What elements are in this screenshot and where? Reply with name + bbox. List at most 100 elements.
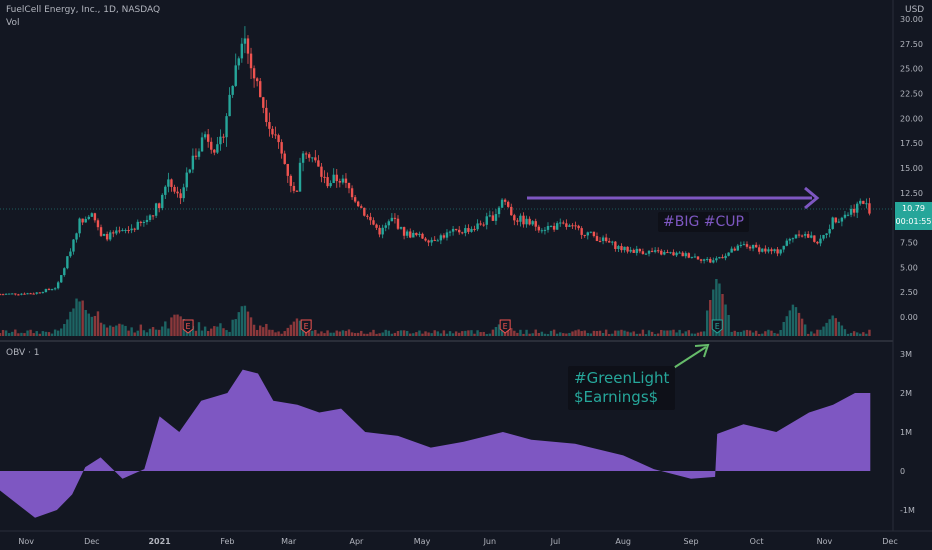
candle-body: [785, 240, 788, 246]
earnings-marker[interactable]: E: [711, 319, 723, 334]
volume-bar: [121, 324, 124, 336]
volume-bar: [571, 331, 574, 336]
candle-body: [751, 244, 755, 249]
volume-bar: [332, 332, 335, 336]
candle-body: [638, 248, 642, 252]
candle-body: [326, 177, 329, 187]
candle-body: [822, 234, 825, 239]
candle-body: [494, 214, 498, 221]
volume-bar: [96, 311, 100, 336]
volume-bar: [105, 327, 109, 336]
candle-body: [78, 218, 81, 234]
candle-body: [855, 203, 859, 213]
price-tick-label: 22.50: [900, 90, 923, 99]
volume-bar: [148, 328, 152, 336]
volume-bar: [855, 332, 859, 336]
candle-body: [430, 239, 433, 243]
volume-bar: [663, 330, 666, 336]
volume-bar: [427, 332, 430, 336]
candle-body: [105, 233, 109, 240]
earnings-marker[interactable]: E: [499, 319, 511, 334]
big-cup-annotation[interactable]: #BIG #CUP: [658, 212, 749, 232]
candle-body: [249, 53, 253, 69]
obv-tick-label: 2M: [900, 389, 912, 398]
volume-label[interactable]: Vol: [6, 18, 20, 28]
obv-area: [0, 369, 871, 518]
volume-bar: [29, 329, 32, 336]
volume-bar: [430, 333, 433, 336]
volume-bar: [433, 330, 436, 336]
candle-body: [418, 233, 421, 236]
time-tick-label: 2021: [148, 537, 171, 546]
candle-body: [213, 149, 216, 153]
earnings-marker[interactable]: E: [182, 319, 194, 334]
candle-body: [375, 224, 378, 228]
candle-body: [562, 222, 565, 224]
candle-body: [825, 233, 828, 235]
volume-bar: [292, 321, 296, 336]
candle-body: [262, 97, 265, 108]
volume-bar: [109, 325, 112, 336]
candle-body: [849, 208, 853, 215]
time-tick-label: Dec: [882, 537, 897, 546]
candle-body: [800, 235, 804, 237]
candle-body: [546, 226, 550, 230]
volume-bar: [353, 333, 357, 336]
obv-label[interactable]: OBV · 1: [6, 348, 40, 358]
volume-bar: [341, 330, 345, 336]
candle-body: [650, 250, 654, 252]
candle-body: [540, 230, 544, 232]
candle-body: [641, 251, 645, 254]
volume-bar: [448, 331, 452, 336]
time-axis[interactable]: Nov Dec 2021 Feb Mar Apr May Jun Jul Aug Sep Oct Nov…: [18, 537, 897, 546]
candle-body: [531, 221, 534, 225]
volume-bar: [84, 310, 87, 336]
volume-bar: [35, 331, 38, 336]
symbol-title[interactable]: FuelCell Energy, Inc., 1D, NASDAQ: [6, 5, 161, 15]
candle-body: [185, 172, 188, 188]
volume-bar: [234, 319, 237, 336]
volume-bar: [540, 331, 544, 336]
purple-arrow[interactable]: [527, 186, 820, 210]
candle-body: [136, 221, 139, 230]
candle-body: [4, 293, 8, 295]
candle-body: [216, 144, 219, 153]
volume-bar: [813, 333, 816, 336]
volume-bar: [476, 330, 479, 336]
candle-body: [623, 246, 626, 251]
volume-bar: [451, 333, 455, 336]
candle-body: [11, 293, 14, 295]
candle-body: [63, 268, 66, 276]
candle-body: [412, 232, 415, 238]
candle-body: [552, 225, 556, 230]
obv-axis[interactable]: 3M 2M 1M 0 -1M: [900, 350, 915, 515]
candle-body: [525, 218, 528, 225]
volume-bar: [384, 329, 387, 336]
volume-bar: [179, 316, 182, 336]
candle-body: [148, 215, 152, 220]
volume-bar: [626, 331, 629, 336]
green-light-annotation[interactable]: #GreenLight $Earnings$: [568, 366, 676, 410]
green-light-line1: #GreenLight: [574, 369, 670, 387]
volume-bar: [161, 326, 164, 336]
volume-bar: [488, 333, 492, 336]
candle-body: [60, 275, 63, 283]
volume-bar: [20, 332, 23, 336]
volume-bar: [191, 326, 195, 336]
price-tick-label: 20.00: [900, 114, 923, 123]
earnings-marker[interactable]: E: [300, 319, 312, 334]
price-axis[interactable]: 30.00 27.50 25.00 22.50 20.00 17.50 15.00 12.50…: [900, 15, 923, 322]
candle-body: [164, 186, 167, 195]
candle-body: [347, 182, 351, 189]
volume-bar: [586, 333, 589, 336]
volume-bar: [589, 333, 593, 336]
candle-body: [194, 155, 198, 157]
candle-body: [390, 217, 394, 222]
green-light-line2: $Earnings$: [574, 388, 659, 406]
volume-bar: [130, 327, 133, 336]
candle-body: [506, 201, 510, 207]
volume-bar: [44, 331, 48, 336]
